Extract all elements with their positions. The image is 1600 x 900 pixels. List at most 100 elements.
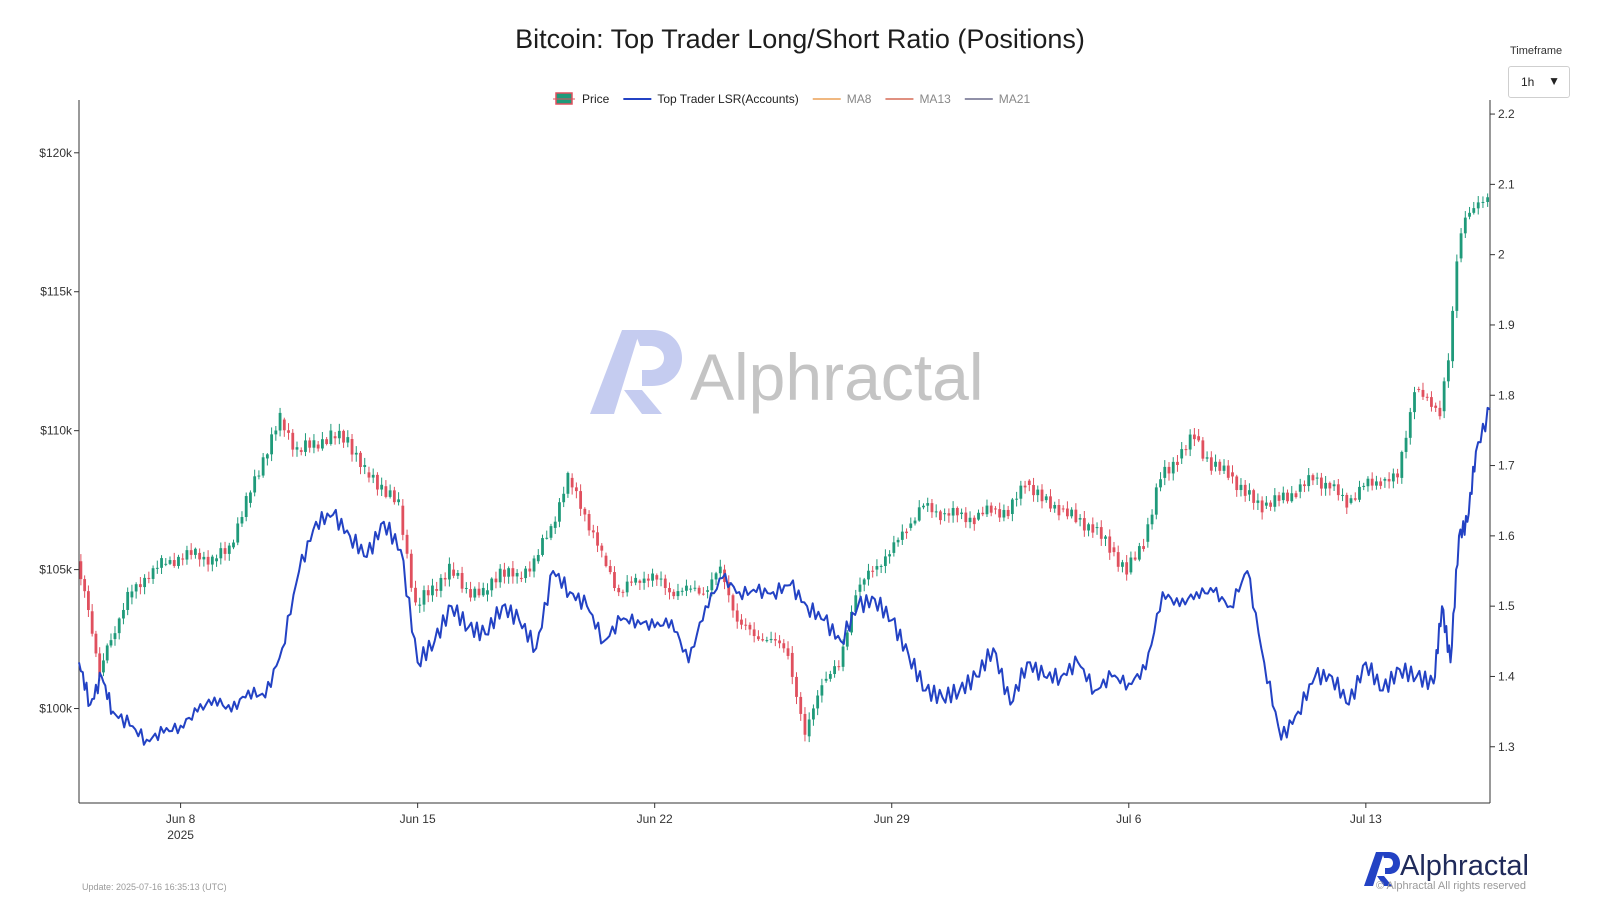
price-candle: [388, 484, 392, 499]
candle-body: [1446, 360, 1450, 382]
price-candle: [376, 472, 379, 496]
candle-body: [600, 545, 604, 551]
price-candle: [1044, 493, 1048, 503]
candle-body: [1243, 484, 1247, 496]
price-candle: [435, 581, 439, 597]
candle-body: [1214, 461, 1217, 467]
candle-body: [795, 676, 798, 697]
candle-body: [892, 542, 896, 553]
price-candle: [126, 587, 130, 616]
candle-body: [1294, 493, 1298, 498]
price-candle: [913, 517, 917, 526]
chart-title: Bitcoin: Top Trader Long/Short Ratio (Po…: [515, 24, 1085, 54]
candle-body: [824, 678, 828, 681]
price-candle: [879, 564, 883, 574]
candle-body: [1087, 524, 1090, 531]
price-candle: [1290, 486, 1294, 503]
candle-body: [1235, 476, 1239, 491]
candle-body: [232, 542, 235, 548]
price-candle: [820, 678, 824, 703]
price-candle: [1053, 501, 1057, 513]
price-candle: [134, 582, 138, 599]
candle-body: [1231, 472, 1234, 477]
price-candle: [858, 577, 862, 599]
candle-body: [1074, 509, 1078, 523]
candle-body: [227, 545, 231, 554]
candle-body: [680, 590, 684, 592]
candle-body: [879, 565, 883, 567]
candle-body: [1070, 509, 1074, 517]
candle-body: [367, 472, 371, 478]
candle-body: [706, 590, 710, 592]
candle-body: [1167, 466, 1171, 474]
price-candle: [102, 653, 105, 677]
candle-body: [359, 452, 362, 468]
price-candle: [1002, 504, 1006, 522]
price-candle: [1370, 472, 1374, 491]
legend-item: MA21: [964, 92, 1030, 106]
timeframe-select[interactable]: 1h ▼: [1508, 66, 1570, 98]
candle-body: [740, 619, 743, 625]
price-candle: [346, 430, 350, 448]
candle-body: [1078, 518, 1082, 520]
candle-body: [934, 511, 938, 513]
watermark-text: Alphractal: [690, 340, 984, 414]
candle-body: [858, 584, 862, 592]
price-candle: [409, 549, 413, 592]
price-candle: [1006, 505, 1010, 520]
price-candle: [621, 589, 625, 598]
candle-body: [1307, 475, 1311, 487]
price-candle: [867, 563, 870, 586]
candle-body: [727, 582, 731, 596]
candle-body: [1298, 484, 1302, 492]
legend-item: Top Trader LSR(Accounts): [623, 92, 799, 106]
candle-body: [113, 633, 117, 640]
timeframe-label: Timeframe: [1510, 45, 1563, 57]
price-candle: [1010, 497, 1014, 522]
candle-body: [333, 436, 337, 439]
candle-body: [1290, 493, 1294, 502]
candle-body: [1006, 509, 1010, 517]
price-candle: [1104, 534, 1107, 547]
candle-body: [1362, 485, 1366, 487]
candle-body: [1154, 487, 1158, 515]
candle-body: [574, 487, 578, 492]
price-candle: [655, 573, 659, 586]
price-candle: [1243, 479, 1247, 502]
price-candle: [731, 593, 735, 618]
price-candle: [392, 486, 396, 505]
price-candle: [871, 565, 875, 578]
price-candle: [177, 554, 180, 569]
candle-body: [87, 591, 90, 611]
price-candle: [1248, 483, 1251, 502]
candle-body: [384, 486, 388, 497]
price-candle: [816, 690, 820, 716]
candle-body: [926, 503, 930, 506]
candle-body: [701, 593, 705, 595]
candle-body: [350, 438, 354, 455]
candle-body: [536, 554, 540, 562]
candle-body: [1396, 473, 1399, 478]
price-candle: [79, 554, 83, 586]
candle-body: [913, 520, 917, 524]
candle-body: [431, 585, 434, 596]
candle-body: [342, 430, 345, 443]
legend-label: Top Trader LSR(Accounts): [657, 92, 798, 106]
price-candle: [613, 566, 616, 592]
price-candle: [1163, 460, 1167, 486]
price-candle: [329, 423, 333, 446]
price-candle: [515, 569, 519, 584]
price-candle: [1027, 479, 1031, 492]
candle-body: [1413, 392, 1416, 413]
y-right-tick-label: 1.8: [1498, 388, 1515, 402]
candle-body: [1260, 500, 1264, 513]
candle-body: [1379, 481, 1383, 486]
candle-body: [503, 569, 506, 577]
candle-body: [1425, 396, 1429, 398]
price-candle: [384, 480, 388, 499]
y-left-tick-label: $105k: [39, 563, 73, 577]
price-candle: [1154, 483, 1158, 520]
candle-body: [630, 581, 633, 583]
candle-body: [308, 440, 312, 448]
price-candle: [426, 585, 430, 603]
